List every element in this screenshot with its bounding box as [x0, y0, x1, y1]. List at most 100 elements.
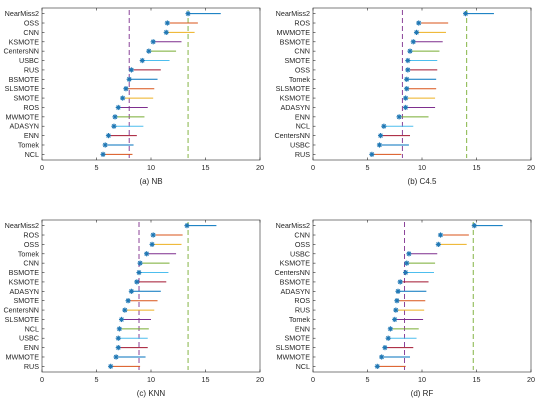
data-point — [111, 123, 117, 129]
marker-stroke — [146, 48, 152, 54]
x-tick-label: 5 — [95, 163, 99, 172]
x-tick-label: 15 — [202, 375, 210, 384]
data-point — [123, 86, 129, 92]
y-tick-label: KSMOTE — [280, 94, 311, 103]
x-tick-label: 20 — [527, 375, 535, 384]
marker-stroke — [144, 251, 149, 257]
marker-stroke — [403, 105, 408, 110]
y-tick-label: BSMOTE — [280, 277, 311, 286]
marker-stroke — [394, 298, 400, 303]
data-point — [134, 279, 140, 285]
y-tick-label: ROS — [294, 296, 310, 305]
y-tick-label: MWMOTE — [5, 352, 39, 361]
plot-area — [312, 219, 532, 373]
y-tick-label: SMOTE — [13, 94, 39, 103]
y-tick-label: SLSMOTE — [276, 343, 311, 352]
marker-stroke — [397, 279, 403, 285]
data-point — [146, 48, 152, 54]
marker-stroke — [388, 326, 393, 332]
marker-stroke — [184, 223, 190, 228]
marker-stroke — [379, 354, 384, 360]
x-tick-label: 10 — [418, 163, 426, 172]
y-tick-label: OSS — [24, 240, 39, 249]
y-tick-label: SMOTE — [284, 56, 310, 65]
data-point — [113, 354, 119, 360]
y-tick-label: SMOTE — [284, 334, 310, 343]
marker-stroke — [436, 242, 441, 247]
marker-stroke — [407, 48, 413, 54]
y-tick-label: ROS — [294, 19, 310, 28]
data-point — [150, 232, 156, 238]
y-tick-label: ENN — [24, 131, 39, 140]
marker-stroke — [126, 77, 132, 82]
data-point — [397, 279, 403, 285]
data-point — [404, 260, 410, 266]
y-tick-label: NCL — [296, 122, 310, 131]
y-tick-label: RUS — [295, 306, 310, 315]
data-point — [406, 251, 412, 257]
y-tick-label: KSMOTE — [9, 37, 40, 46]
data-point — [437, 232, 444, 238]
y-tick-label: SLSMOTE — [5, 84, 40, 93]
y-tick-label: MWMOTE — [276, 352, 310, 361]
y-tick-label: CentersNN — [274, 268, 310, 277]
y-tick-label: ENN — [24, 343, 39, 352]
chart-panel: 0 5 10 15 20 NearMiss2OSSCNNKSMOTECentersNNUS… — [3, 7, 264, 186]
marker-stroke — [375, 364, 380, 369]
plot-area — [41, 7, 261, 161]
y-tick-label: BSMOTE — [9, 75, 40, 84]
marker-stroke — [116, 105, 121, 110]
data-point — [105, 133, 112, 139]
y-tick-label: USBC — [19, 56, 39, 65]
marker-stroke — [406, 251, 412, 257]
y-tick-label: USBC — [19, 334, 39, 343]
data-point — [369, 151, 375, 157]
y-tick-label: CNN — [23, 28, 39, 37]
y-tick-label: OSS — [295, 65, 310, 74]
x-tick-label: 0 — [311, 375, 315, 384]
data-point — [394, 298, 400, 304]
marker-stroke — [392, 317, 398, 322]
marker-stroke — [102, 142, 108, 148]
data-point — [387, 326, 393, 332]
x-tick-label: 10 — [147, 163, 155, 172]
y-tick-label: NearMiss2 — [276, 9, 310, 18]
marker-stroke — [404, 260, 410, 266]
data-point — [150, 39, 156, 45]
marker-stroke — [404, 86, 410, 91]
marker-stroke — [405, 67, 411, 73]
data-point — [184, 223, 190, 229]
y-tick-label: SLSMOTE — [5, 315, 40, 324]
data-point — [376, 142, 383, 148]
y-tick-label: MWMOTE — [276, 28, 310, 37]
marker-stroke — [120, 95, 125, 101]
data-point — [396, 114, 402, 120]
x-tick-label: 5 — [366, 375, 370, 384]
marker-stroke — [403, 270, 408, 275]
data-point — [393, 307, 399, 313]
x-tick-label: 20 — [256, 375, 264, 384]
data-point — [108, 363, 114, 369]
data-point — [392, 316, 398, 323]
data-point — [139, 57, 145, 64]
y-tick-label: ENN — [295, 112, 310, 121]
data-point — [102, 142, 108, 148]
data-point — [405, 57, 411, 64]
x-tick-label: 0 — [40, 375, 44, 384]
y-tick-label: USBC — [290, 140, 310, 149]
x-tick-label: 15 — [473, 163, 481, 172]
y-tick-label: CNN — [294, 47, 310, 56]
marker-stroke — [165, 20, 170, 26]
marker-stroke — [414, 30, 419, 35]
panel-caption: (c) KNN — [137, 389, 166, 398]
marker-stroke — [382, 345, 388, 350]
marker-stroke — [393, 307, 399, 313]
y-tick-label: SLSMOTE — [276, 84, 311, 93]
marker-stroke — [405, 58, 411, 63]
data-point — [382, 345, 388, 351]
y-tick-label: Tomek — [289, 75, 311, 84]
marker-stroke — [395, 289, 401, 294]
data-point — [407, 48, 413, 54]
data-point — [404, 76, 410, 82]
data-point — [410, 39, 416, 45]
